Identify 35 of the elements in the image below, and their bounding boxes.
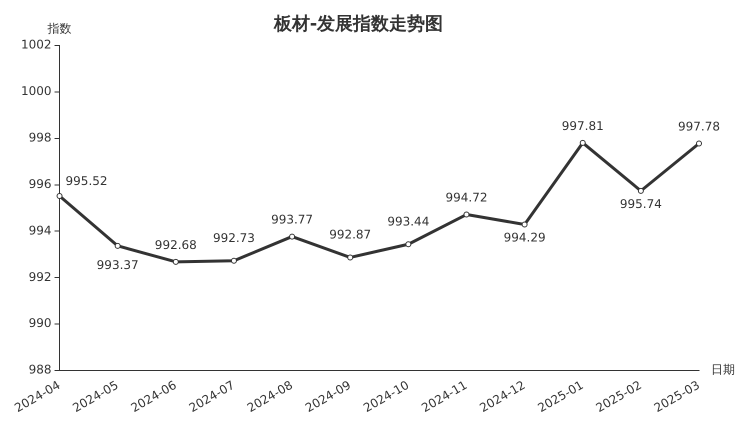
y-tick-label: 990 — [28, 316, 52, 330]
data-label: 993.44 — [387, 214, 430, 228]
point — [580, 140, 586, 146]
chart-title: 板材-发展指数走势图 — [272, 13, 444, 34]
y-tick-label: 998 — [28, 130, 52, 145]
y-axis-title: 指数 — [46, 22, 72, 36]
y-tick-label: 1000 — [20, 84, 52, 98]
data-label: 993.37 — [96, 258, 139, 272]
data-label: 992.73 — [212, 230, 255, 245]
data-label: 992.68 — [154, 238, 197, 252]
y-tick-label: 996 — [28, 176, 52, 191]
data-label: 994.29 — [504, 230, 546, 245]
data-label: 995.52 — [66, 174, 108, 188]
point — [696, 140, 702, 147]
y-tick-label: 988 — [28, 362, 52, 377]
point — [463, 212, 470, 218]
y-tick-label: 994 — [28, 223, 52, 238]
data-label: 993.77 — [271, 212, 314, 227]
point — [405, 241, 412, 248]
data-label: 995.74 — [620, 196, 662, 211]
data-label: 997.78 — [678, 120, 720, 134]
x-axis-title: 日期 — [711, 362, 735, 377]
y-tick-label: 992 — [28, 270, 52, 284]
point — [638, 188, 644, 194]
point — [114, 242, 121, 249]
point — [289, 234, 296, 240]
point — [522, 222, 528, 228]
data-label: 994.72 — [445, 190, 488, 205]
point — [56, 192, 63, 199]
y-tick-label: 1002 — [20, 38, 52, 52]
data-label: 992.87 — [329, 228, 372, 242]
point — [230, 258, 237, 264]
point — [172, 258, 179, 265]
data-label: 997.81 — [562, 118, 604, 133]
point — [347, 254, 354, 260]
